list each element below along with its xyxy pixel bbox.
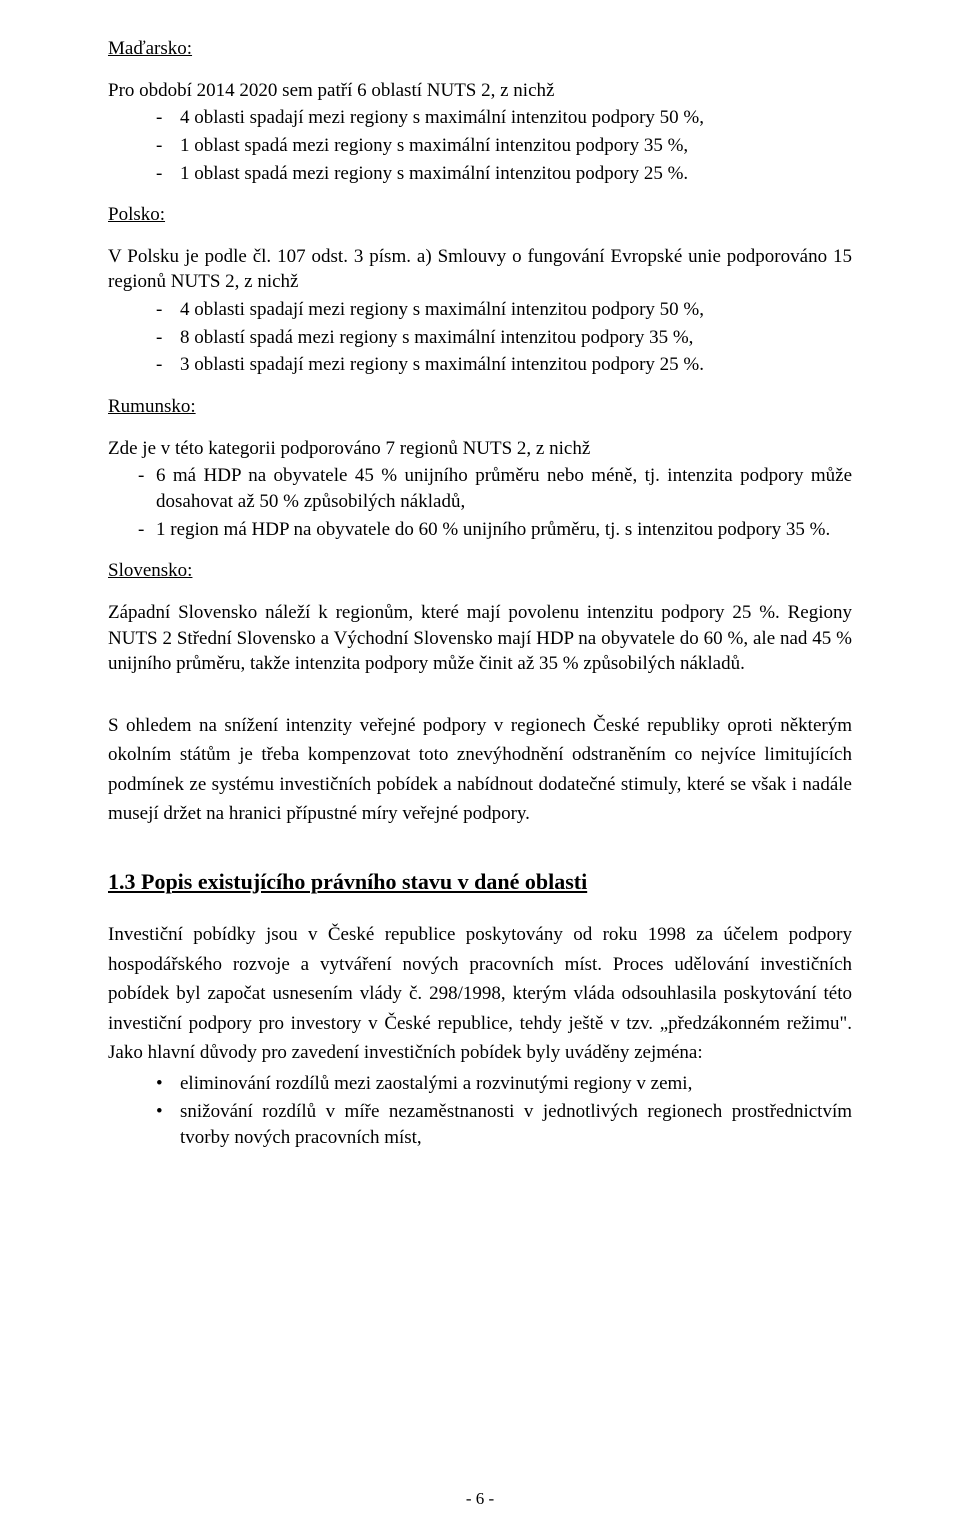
list-item: 3 oblasti spadají mezi regiony s maximál…	[156, 352, 852, 378]
hungary-intro: Pro období 2014 2020 sem patří 6 oblastí…	[108, 78, 852, 104]
section-1-3-heading: 1.3 Popis existujícího právního stavu v …	[108, 867, 852, 897]
page: Maďarsko: Pro období 2014 2020 sem patří…	[0, 0, 960, 1533]
list-item: snižování rozdílů v míře nezaměstnanosti…	[156, 1099, 852, 1150]
section-1-3-para: Investiční pobídky jsou v České republic…	[108, 920, 852, 1067]
poland-heading: Polsko:	[108, 202, 852, 228]
page-number: - 6 -	[0, 1488, 960, 1511]
list-item: 8 oblastí spadá mezi regiony s maximální…	[156, 325, 852, 351]
section-1-3-bullets: eliminování rozdílů mezi zaostalými a ro…	[108, 1071, 852, 1150]
list-item: 1 region má HDP na obyvatele do 60 % uni…	[138, 517, 852, 543]
list-item: 6 má HDP na obyvatele 45 % unijního prům…	[138, 463, 852, 514]
slovakia-para: Západní Slovensko náleží k regionům, kte…	[108, 600, 852, 677]
list-item: 1 oblast spadá mezi regiony s maximální …	[156, 161, 852, 187]
list-item: eliminování rozdílů mezi zaostalými a ro…	[156, 1071, 852, 1097]
poland-intro: V Polsku je podle čl. 107 odst. 3 písm. …	[108, 244, 852, 295]
romania-list: 6 má HDP na obyvatele 45 % unijního prům…	[108, 463, 852, 542]
slovakia-heading: Slovensko:	[108, 558, 852, 584]
list-item: 4 oblasti spadají mezi regiony s maximál…	[156, 297, 852, 323]
hungary-heading: Maďarsko:	[108, 36, 852, 62]
poland-list: 4 oblasti spadají mezi regiony s maximál…	[108, 297, 852, 378]
list-item: 1 oblast spadá mezi regiony s maximální …	[156, 133, 852, 159]
conclusion-para: S ohledem na snížení intenzity veřejné p…	[108, 711, 852, 829]
hungary-list: 4 oblasti spadají mezi regiony s maximál…	[108, 105, 852, 186]
list-item: 4 oblasti spadají mezi regiony s maximál…	[156, 105, 852, 131]
romania-heading: Rumunsko:	[108, 394, 852, 420]
romania-intro: Zde je v této kategorii podporováno 7 re…	[108, 436, 852, 462]
